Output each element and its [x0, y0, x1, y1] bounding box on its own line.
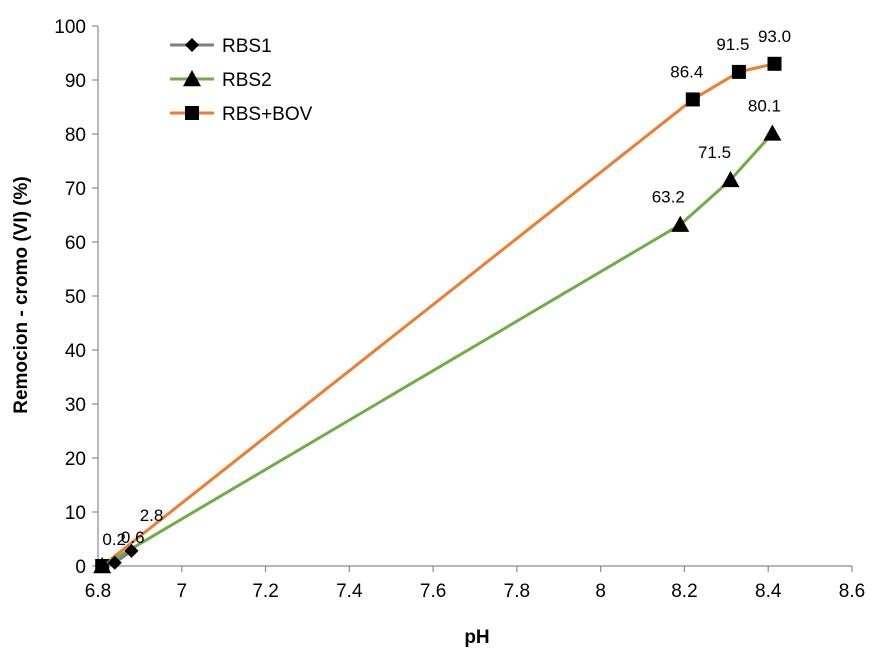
- data-point-rbs2: [763, 124, 782, 141]
- data-label-rbs2: 80.1: [748, 96, 781, 115]
- data-label-rbs1: 2.8: [140, 506, 164, 525]
- legend-marker-rbs-bov: [185, 106, 199, 120]
- series-group: [93, 56, 782, 574]
- axes: 0 10 20 30 40 50 60 70 80 90 100 6.8 7 7.2 7.4 7.6 7.8 8 8…: [54, 17, 865, 602]
- series-line-rbs2: [101, 132, 774, 568]
- y-tick-label: 10: [65, 503, 86, 524]
- x-tick-label: 7.2: [252, 581, 278, 602]
- legend-label-rbs2: RBS2: [222, 70, 272, 91]
- legend: RBS1 RBS2 RBS+BOV: [170, 36, 313, 125]
- data-labels: 0.20.6 2.8 63.2 71.5 80.1 86.4 91.5 93.0: [102, 27, 791, 549]
- x-tick-label: 8.2: [671, 581, 697, 602]
- data-label-rbs2: 63.2: [652, 188, 685, 207]
- data-point-rbs-bov: [731, 64, 746, 79]
- data-point-rbs-bov: [685, 92, 700, 107]
- y-tick-label: 50: [65, 287, 86, 308]
- x-tick-label: 7.8: [504, 581, 530, 602]
- data-label-rbs-bov: 93.0: [758, 27, 791, 46]
- x-tick-label: 8.6: [839, 581, 865, 602]
- y-tick-label: 70: [65, 179, 86, 200]
- x-tick-label: 7.4: [336, 581, 363, 602]
- legend-marker-rbs1: [185, 38, 199, 52]
- y-tick-label: 80: [65, 125, 86, 146]
- data-label-rbs-bov: 91.5: [716, 35, 749, 54]
- data-label-rbs1: 0.2: [102, 530, 126, 549]
- data-point-rbs1: [124, 543, 139, 558]
- data-point-rbs-bov: [767, 56, 782, 71]
- series-line-rbs-bov: [101, 62, 775, 568]
- x-tick-label: 7: [176, 581, 187, 602]
- y-tick-label: 30: [65, 395, 86, 416]
- y-tick-label: 90: [65, 71, 86, 92]
- data-point-rbs2: [721, 170, 740, 188]
- data-label-rbs-bov: 86.4: [670, 62, 703, 81]
- x-tick-label: 8.4: [755, 581, 782, 602]
- data-label-rbs1: 0.6: [121, 528, 145, 547]
- data-point-rbs1: [107, 555, 122, 570]
- legend-label-rbs1: RBS1: [222, 36, 272, 57]
- y-tick-label: 60: [65, 233, 86, 254]
- y-tick-label: 40: [65, 341, 86, 362]
- y-tick-label: 20: [65, 449, 86, 470]
- x-tick-label: 8: [595, 581, 606, 602]
- legend-marker-rbs2: [183, 70, 201, 87]
- data-point-rbs2: [671, 215, 690, 232]
- data-label-rbs2: 71.5: [698, 143, 731, 162]
- legend-label-rbs-bov: RBS+BOV: [222, 104, 313, 125]
- data-point-rbs1: [95, 557, 110, 572]
- x-tick-label: 6.8: [85, 581, 111, 602]
- y-tick-label: 100: [54, 17, 86, 38]
- y-axis-title: Remocion - cromo (VI) (%): [11, 176, 32, 414]
- y-tick-label: 0: [75, 557, 86, 578]
- x-axis-title: pH: [464, 627, 489, 648]
- x-tick-label: 7.6: [420, 581, 446, 602]
